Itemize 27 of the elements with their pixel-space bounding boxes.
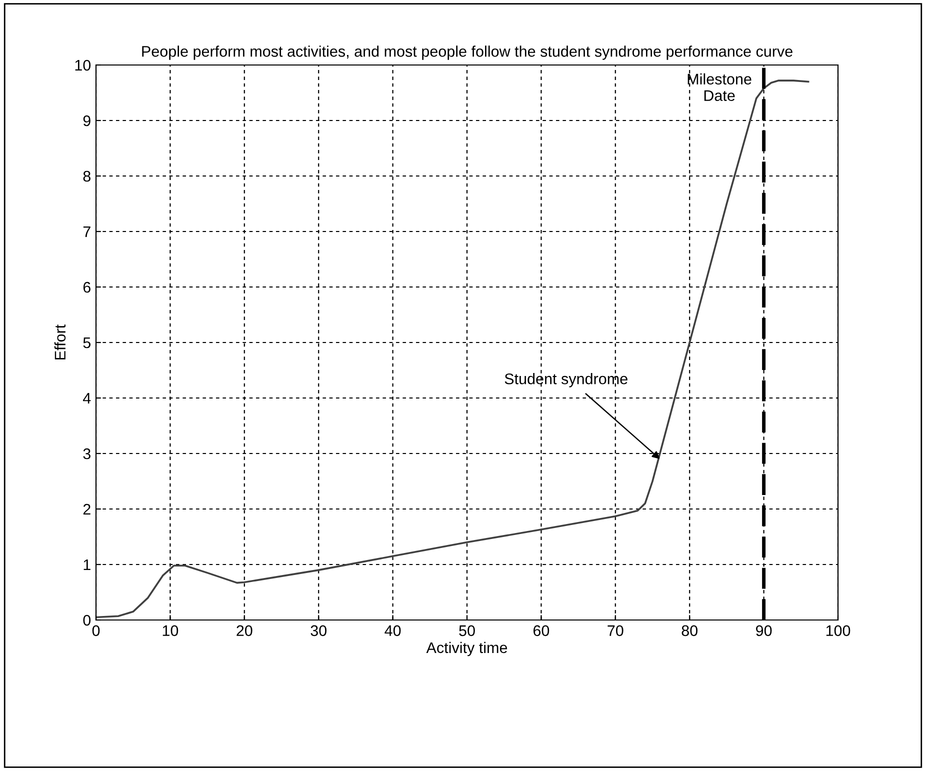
y-axis-title: Effort [54,324,66,360]
y-tick-label: 0 [83,614,91,626]
x-tick-label: 10 [162,625,178,636]
y-tick-label: 9 [83,115,90,126]
x-tick-label: 100 [826,625,850,636]
y-tick-label: 2 [83,504,90,515]
y-tick-label: 8 [83,170,90,182]
y-tick-label: 4 [82,393,91,404]
x-tick-label: 30 [310,625,326,636]
y-tick-label: 3 [83,448,90,460]
y-tick-label: 5 [83,338,90,348]
x-tick-label: 50 [459,625,475,636]
chart-title: People perform most activities, and most people follow the student syndrome performance curve [142,46,792,60]
x-tick-label: 20 [236,625,252,636]
x-tick-label: 90 [756,625,772,636]
annotation: Student syndrome [504,373,628,388]
x-tick-label: 60 [533,625,550,636]
x-tick-label: 80 [682,625,698,636]
y-tick-label: 7 [83,226,90,238]
y-tick-label: 1 [84,560,90,570]
x-tick-label: 0 [92,625,100,636]
x-axis-title: Activity time [426,642,508,656]
x-tick-label: 70 [608,625,624,636]
y-tick-label: 6 [83,282,90,293]
y-tick-label: 10 [75,60,91,71]
ref-line-label: Milestone Date [688,73,752,102]
x-tick-label: 40 [384,625,401,636]
